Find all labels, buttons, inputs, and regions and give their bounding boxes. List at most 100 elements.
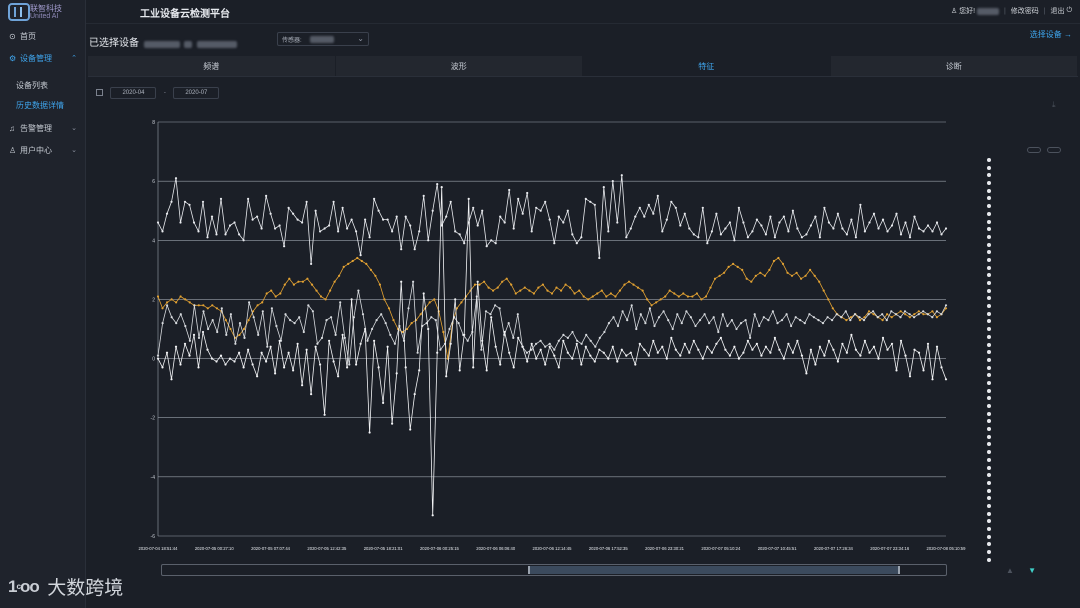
data-point [652, 212, 655, 215]
data-point [703, 313, 706, 316]
legend-item[interactable] [985, 464, 1061, 472]
sidebar-item-alarm-mgmt[interactable]: ♫ 告警管理 ⌄ [0, 118, 86, 140]
legend-item[interactable] [985, 241, 1061, 249]
data-point [445, 375, 448, 378]
legend-item[interactable] [985, 556, 1061, 564]
legend-item[interactable] [985, 210, 1061, 218]
legend-item[interactable] [985, 456, 1061, 464]
legend-item[interactable] [985, 402, 1061, 410]
legend-item[interactable] [985, 171, 1061, 179]
zoom-window-handle[interactable] [528, 566, 900, 574]
data-point [831, 307, 834, 310]
legend-item[interactable] [985, 294, 1061, 302]
legend-item[interactable] [985, 256, 1061, 264]
legend-item[interactable] [985, 348, 1061, 356]
legend-item[interactable] [985, 164, 1061, 172]
legend-item[interactable] [985, 179, 1061, 187]
legend-item[interactable] [985, 487, 1061, 495]
legend-item[interactable] [985, 287, 1061, 295]
select-device-link[interactable]: 选择设备 → [1029, 30, 1072, 39]
legend-item[interactable] [985, 479, 1061, 487]
data-point [283, 283, 286, 286]
start-date-input[interactable]: 2020-04 [110, 86, 157, 99]
legend-item[interactable] [985, 379, 1061, 387]
legend-item[interactable] [985, 410, 1061, 418]
data-point [771, 310, 775, 313]
tab-diagnosis[interactable]: 诊断 [830, 56, 1078, 76]
data-point [712, 316, 715, 319]
legend-item[interactable] [985, 233, 1061, 241]
tab-features[interactable]: 特征 [583, 56, 831, 76]
legend-item[interactable] [985, 440, 1061, 448]
download-icon[interactable]: ⤓ [1052, 100, 1056, 109]
data-point [562, 333, 565, 336]
legend-item[interactable] [985, 425, 1061, 433]
data-point [944, 227, 948, 230]
legend-item[interactable] [985, 510, 1061, 518]
legend-item[interactable] [985, 471, 1061, 479]
data-point [374, 274, 377, 277]
data-point [881, 218, 885, 221]
zoom-slider[interactable] [161, 564, 947, 576]
legend-item[interactable] [985, 417, 1061, 425]
legend-item[interactable] [985, 264, 1061, 272]
legend-page-up-icon[interactable]: ▲ [1006, 566, 1014, 575]
legend-invert-button[interactable] [1047, 147, 1061, 153]
legend-item[interactable] [985, 218, 1061, 226]
legend-item[interactable] [985, 279, 1061, 287]
legend-item[interactable] [985, 310, 1061, 318]
data-point [926, 313, 929, 316]
legend-item[interactable] [985, 371, 1061, 379]
legend-item[interactable] [985, 394, 1061, 402]
legend-item[interactable] [985, 302, 1061, 310]
legend-item[interactable] [985, 356, 1061, 364]
legend-item[interactable] [985, 341, 1061, 349]
sidebar-item-home[interactable]: ⊙ 首页 [0, 26, 86, 48]
legend-item[interactable] [985, 494, 1061, 502]
legend-item[interactable] [985, 194, 1061, 202]
legend-item[interactable] [985, 271, 1061, 279]
sidebar-item-user-center[interactable]: ♙ 用户中心 ⌄ [0, 140, 86, 162]
legend-item[interactable] [985, 517, 1061, 525]
data-point [422, 292, 425, 295]
data-point [764, 345, 768, 348]
sidebar-subitem-history[interactable]: 历史数据详情 [16, 101, 64, 110]
tab-spectrum[interactable]: 频谱 [88, 56, 336, 76]
data-point [247, 348, 250, 351]
legend-item[interactable] [985, 202, 1061, 210]
legend-item[interactable] [985, 325, 1061, 333]
legend-item[interactable] [985, 525, 1061, 533]
data-point [881, 319, 884, 322]
x-tick-label: 2020-07-05 12:42:35 [307, 546, 347, 551]
legend-item[interactable] [985, 333, 1061, 341]
legend-item[interactable] [985, 156, 1061, 164]
legend-item[interactable] [985, 248, 1061, 256]
logo[interactable]: 联智科技 United AI [6, 3, 86, 23]
legend-item[interactable] [985, 317, 1061, 325]
legend-item[interactable] [985, 225, 1061, 233]
legend-item[interactable] [985, 433, 1061, 441]
data-point [674, 348, 677, 351]
power-icon[interactable]: ⏻ [1066, 7, 1072, 14]
legend-item[interactable] [985, 448, 1061, 456]
logout-link[interactable]: 退出 [1050, 8, 1065, 15]
end-date-input[interactable]: 2020-07 [173, 86, 220, 99]
sidebar-item-device-mgmt[interactable]: ⚙ 设备管理 ⌃ [0, 48, 86, 70]
legend-item[interactable] [985, 502, 1061, 510]
data-point [188, 354, 191, 357]
change-password-link[interactable]: 修改密码 [1010, 8, 1039, 15]
tab-waveform[interactable]: 波形 [335, 56, 583, 76]
legend-item[interactable] [985, 387, 1061, 395]
data-point [332, 360, 335, 363]
sidebar-subitem-device-list[interactable]: 设备列表 [16, 81, 48, 90]
data-point [786, 271, 789, 274]
legend-select-all-button[interactable] [1026, 147, 1041, 153]
sensor-select[interactable]: 传感器: ⌄ [277, 32, 369, 46]
legend-item[interactable] [985, 540, 1061, 548]
legend-item[interactable] [985, 548, 1061, 556]
legend-page-down-icon[interactable]: ▼ [1028, 566, 1037, 575]
legend-item[interactable] [985, 187, 1061, 195]
legend-item[interactable] [985, 533, 1061, 541]
data-point [646, 298, 649, 301]
legend-item[interactable] [985, 364, 1061, 372]
